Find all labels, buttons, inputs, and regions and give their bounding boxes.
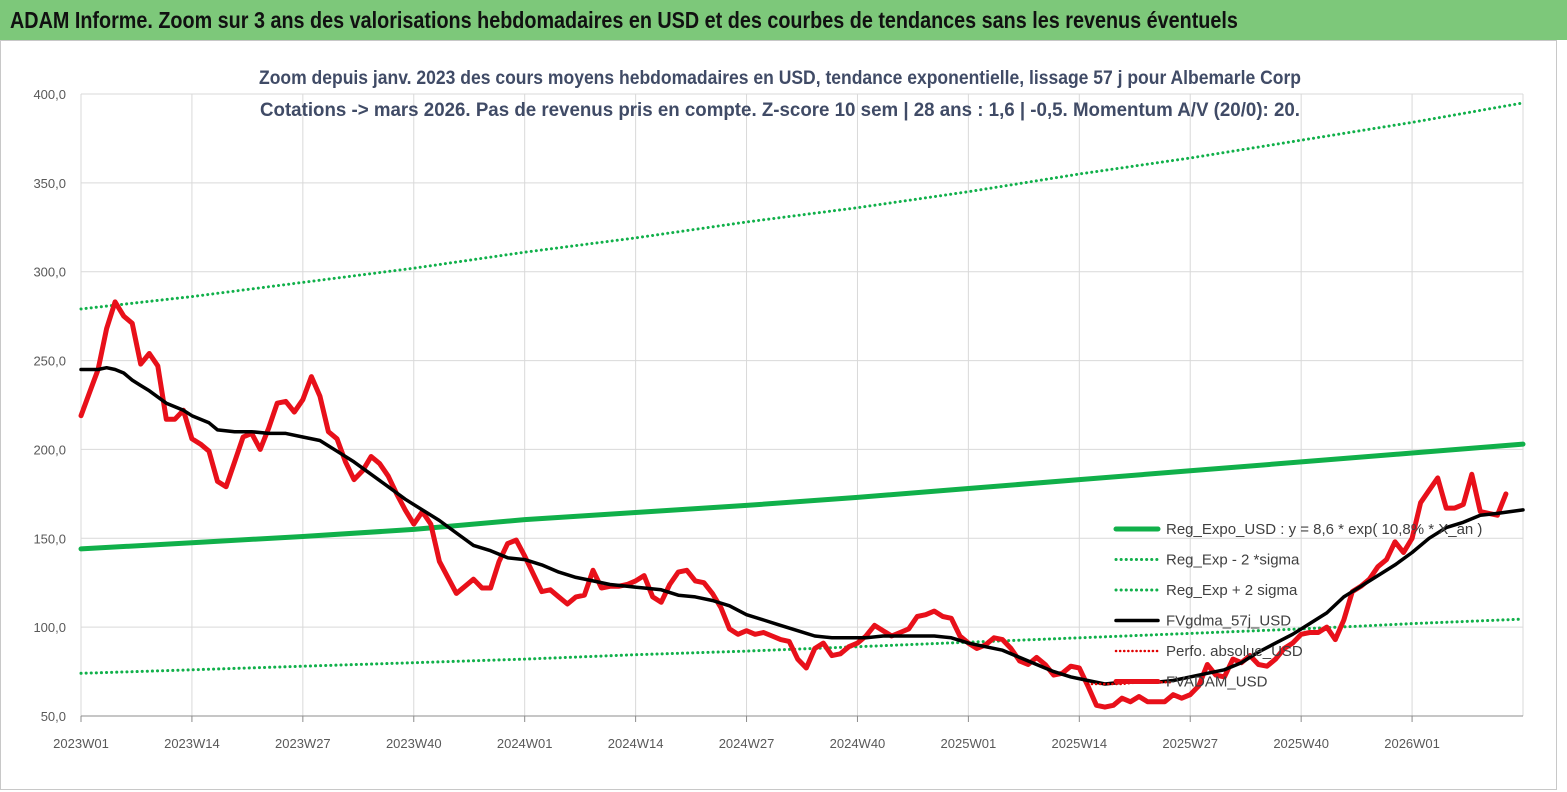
chart-frame	[0, 40, 1557, 790]
x-tick-label: 2025W27	[1162, 736, 1218, 751]
legend-label-5: FVADAM_USD	[1166, 674, 1268, 691]
report-title: ADAM Informe. Zoom sur 3 ans des valoris…	[10, 7, 1238, 33]
legend-label-4: Perfo. absolue_USD	[1166, 643, 1303, 660]
y-tick-label: 50,0	[41, 709, 66, 724]
x-tick-label: 2025W01	[941, 736, 997, 751]
chart-subtitle-line1: Zoom depuis janv. 2023 des cours moyens …	[259, 68, 1301, 89]
legend-label-3: FVgdma_57j_USD	[1166, 613, 1291, 630]
series-line-2	[79, 101, 1525, 311]
y-tick-label: 350,0	[33, 176, 66, 191]
gridlines	[80, 93, 1524, 717]
legend: Reg_Expo_USD : y = 8,6 * exp( 10,8% * X_…	[1113, 521, 1482, 691]
y-tick-labels: 400,0 350,0 300,0 250,0 200,0 150,0 100,0 50,0	[33, 87, 66, 724]
x-tick-label: 2023W40	[386, 736, 442, 751]
x-tick-label: 2024W14	[608, 736, 664, 751]
series-lines	[78, 101, 1526, 710]
series-line-5	[78, 299, 1509, 710]
report-header: ADAM Informe. Zoom sur 3 ans des valoris…	[0, 0, 1567, 40]
x-tick-label: 2023W01	[53, 736, 109, 751]
axes	[80, 715, 1523, 722]
series-line-1	[79, 617, 1525, 675]
x-tick-label: 2023W27	[275, 736, 331, 751]
y-tick-label: 400,0	[33, 87, 66, 102]
x-tick-label: 2025W40	[1273, 736, 1329, 751]
x-tick-label: 2024W01	[497, 736, 553, 751]
legend-label-2: Reg_Exp + 2 sigma	[1166, 582, 1298, 599]
y-tick-label: 200,0	[33, 442, 66, 457]
legend-label-0: Reg_Expo_USD : y = 8,6 * exp( 10,8% * X_…	[1166, 521, 1482, 538]
y-tick-label: 300,0	[33, 265, 66, 280]
x-tick-label: 2026W01	[1384, 736, 1440, 751]
x-tick-label: 2024W27	[719, 736, 775, 751]
chart-subtitle-line2: Cotations -> mars 2026. Pas de revenus p…	[260, 100, 1300, 121]
y-tick-label: 250,0	[33, 354, 66, 369]
x-tick-labels: 2023W01 2023W14 2023W27 2023W40 2024W01 2024W…	[53, 736, 1440, 751]
legend-label-1: Reg_Exp - 2 *sigma	[1166, 552, 1300, 569]
series-line-3	[79, 365, 1525, 686]
x-tick-label: 2023W14	[164, 736, 220, 751]
y-tick-label: 100,0	[33, 620, 66, 635]
x-tick-label: 2025W14	[1051, 736, 1107, 751]
x-tick-label: 2024W40	[830, 736, 886, 751]
y-tick-label: 150,0	[33, 531, 66, 546]
series-line-0	[78, 441, 1526, 552]
